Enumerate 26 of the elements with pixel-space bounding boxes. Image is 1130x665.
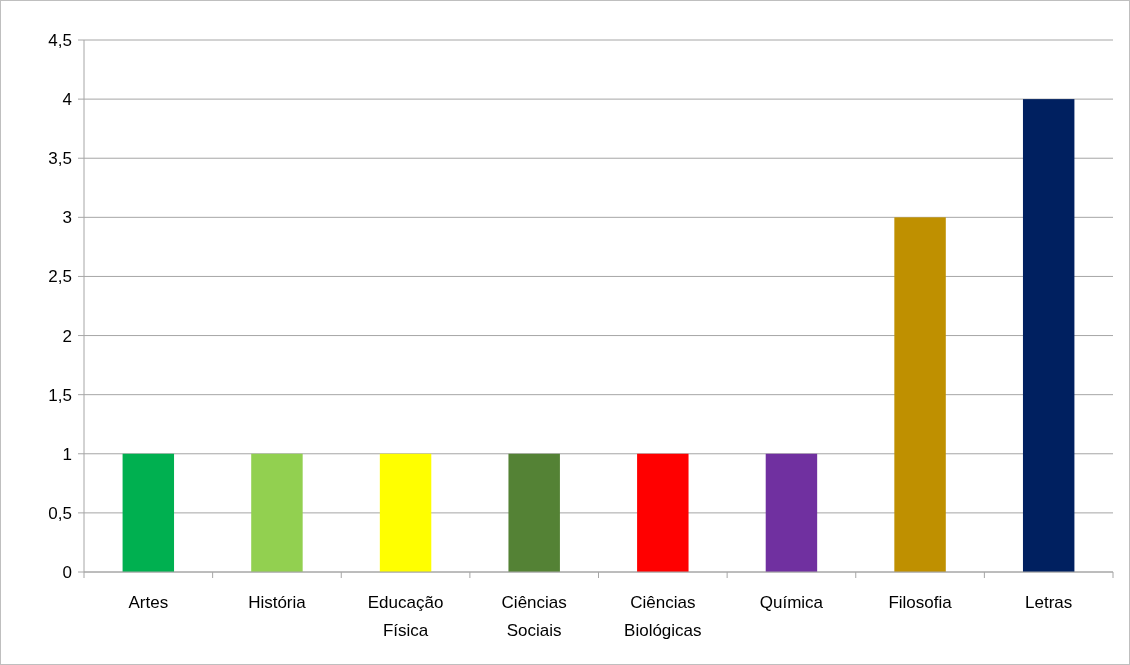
- y-tick-label: 0,5: [48, 503, 72, 523]
- y-tick-label: 1,5: [48, 385, 72, 405]
- y-tick-label: 0: [62, 562, 72, 582]
- bar: [765, 453, 818, 572]
- x-tick-label: Ciências Sociais: [501, 593, 567, 640]
- bar: [508, 453, 560, 572]
- x-tick-label: Ciências Biológicas: [624, 593, 702, 640]
- y-tick-label: 3: [62, 208, 72, 228]
- x-tick-label: História: [248, 593, 307, 612]
- bar: [379, 453, 432, 572]
- bar: [122, 453, 175, 572]
- bar: [894, 217, 946, 572]
- x-tick-label: Educação Física: [367, 593, 444, 640]
- bar: [251, 453, 303, 572]
- x-tick-label: Artes: [128, 593, 169, 612]
- x-tick-label: Filosofia: [888, 593, 953, 612]
- y-tick-label: 3,5: [48, 149, 72, 169]
- y-tick-label: 1: [62, 444, 72, 464]
- y-tick-label: 4: [62, 90, 72, 110]
- bar: [637, 453, 689, 572]
- y-tick-label: 2: [62, 326, 72, 346]
- x-tick-label: Química: [759, 593, 824, 612]
- y-tick-label: 4,5: [48, 30, 72, 50]
- bar: [1022, 99, 1075, 572]
- y-tick-label: 2,5: [48, 267, 72, 287]
- x-tick-label: Letras: [1025, 593, 1073, 612]
